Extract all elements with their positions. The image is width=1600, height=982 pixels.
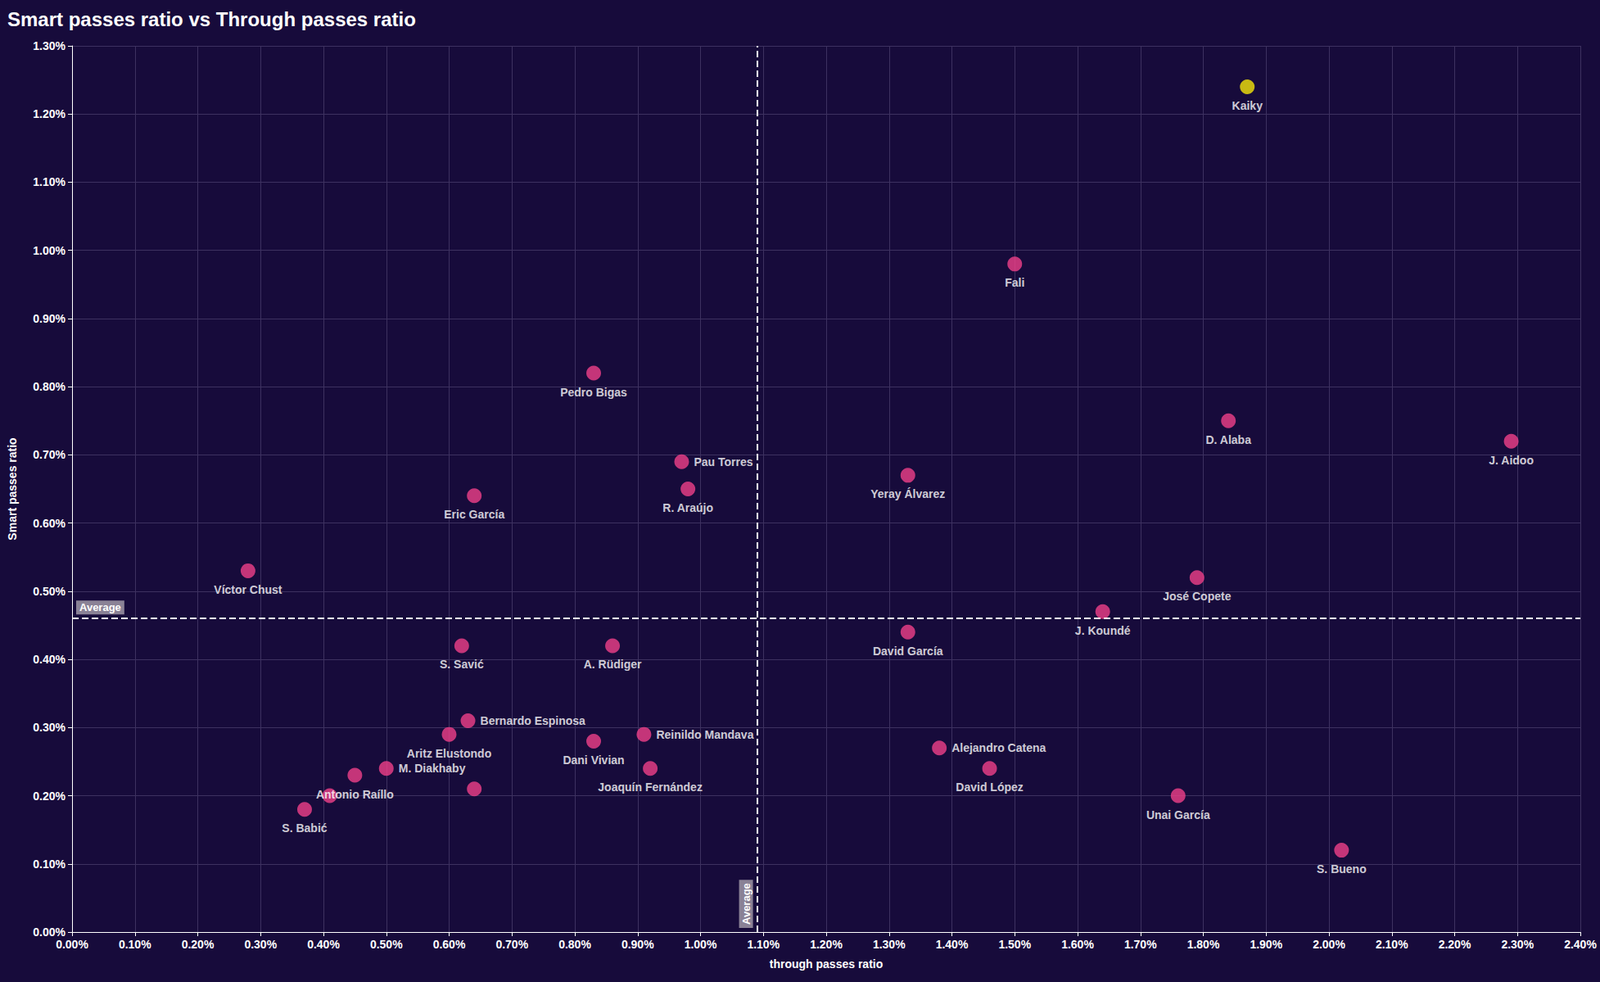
- svg-text:0.90%: 0.90%: [32, 311, 66, 326]
- svg-text:2.10%: 2.10%: [1375, 937, 1409, 951]
- svg-text:Unai García: Unai García: [1146, 808, 1211, 822]
- svg-text:0.10%: 0.10%: [32, 857, 66, 871]
- svg-text:1.10%: 1.10%: [746, 937, 780, 951]
- svg-text:0.60%: 0.60%: [433, 937, 466, 951]
- svg-text:1.40%: 1.40%: [935, 937, 969, 951]
- svg-text:Average: Average: [79, 601, 122, 614]
- svg-text:0.30%: 0.30%: [32, 720, 66, 734]
- svg-text:0.50%: 0.50%: [32, 584, 66, 598]
- svg-text:S. Babić: S. Babić: [281, 821, 327, 835]
- svg-text:1.70%: 1.70%: [1124, 937, 1158, 951]
- svg-text:Smart passes ratio vs Through: Smart passes ratio vs Through passes rat…: [7, 8, 416, 31]
- svg-text:Dani Vivian: Dani Vivian: [562, 753, 624, 767]
- svg-text:David López: David López: [955, 780, 1023, 794]
- svg-text:1.20%: 1.20%: [32, 107, 66, 121]
- svg-text:0.20%: 0.20%: [181, 937, 215, 951]
- svg-text:1.10%: 1.10%: [32, 175, 66, 189]
- svg-text:0.70%: 0.70%: [32, 447, 66, 462]
- svg-text:Pedro Bigas: Pedro Bigas: [560, 385, 628, 399]
- svg-text:0.20%: 0.20%: [32, 789, 66, 803]
- svg-text:Fali: Fali: [1004, 275, 1025, 290]
- svg-text:0.80%: 0.80%: [32, 379, 66, 394]
- svg-text:Aritz Elustondo: Aritz Elustondo: [406, 746, 492, 760]
- svg-text:0.80%: 0.80%: [558, 937, 592, 951]
- svg-text:David García: David García: [872, 644, 944, 658]
- svg-text:1.00%: 1.00%: [32, 244, 66, 258]
- svg-text:Joaquín Fernández: Joaquín Fernández: [597, 780, 703, 794]
- svg-text:S. Bueno: S. Bueno: [1316, 862, 1367, 876]
- svg-text:Alejandro Catena: Alejandro Catena: [951, 741, 1046, 755]
- svg-text:1.30%: 1.30%: [32, 39, 66, 53]
- svg-text:R. Araújo: R. Araújo: [662, 501, 714, 515]
- svg-text:0.30%: 0.30%: [244, 937, 277, 951]
- svg-text:Average: Average: [740, 882, 753, 925]
- svg-text:José Copete: José Copete: [1162, 589, 1231, 603]
- svg-text:0.40%: 0.40%: [307, 937, 340, 951]
- svg-text:Smart passes ratio: Smart passes ratio: [5, 437, 19, 540]
- svg-text:1.80%: 1.80%: [1187, 937, 1221, 951]
- svg-text:0.50%: 0.50%: [370, 937, 403, 951]
- svg-text:1.60%: 1.60%: [1061, 937, 1094, 951]
- svg-text:M. Diakhaby: M. Diakhaby: [398, 761, 466, 775]
- svg-text:0.60%: 0.60%: [32, 516, 66, 530]
- svg-text:A. Rüdiger: A. Rüdiger: [583, 657, 642, 671]
- svg-text:J. Koundé: J. Koundé: [1075, 623, 1131, 638]
- svg-text:Eric García: Eric García: [443, 507, 505, 521]
- svg-text:0.10%: 0.10%: [118, 937, 152, 951]
- svg-text:Reinildo Mandava: Reinildo Mandava: [655, 727, 754, 742]
- svg-text:Bernardo Espinosa: Bernardo Espinosa: [480, 714, 587, 728]
- svg-text:1.20%: 1.20%: [809, 937, 843, 951]
- svg-text:D. Alaba: D. Alaba: [1205, 433, 1252, 447]
- svg-text:0.00%: 0.00%: [32, 925, 66, 939]
- svg-text:Pau Torres: Pau Torres: [693, 455, 753, 469]
- svg-text:1.50%: 1.50%: [998, 937, 1031, 951]
- svg-text:0.70%: 0.70%: [495, 937, 529, 951]
- svg-text:1.30%: 1.30%: [872, 937, 906, 951]
- svg-text:J. Aidoo: J. Aidoo: [1488, 453, 1534, 467]
- svg-text:2.00%: 2.00%: [1312, 937, 1346, 951]
- svg-text:Yeray Álvarez: Yeray Álvarez: [870, 487, 945, 501]
- svg-text:0.00%: 0.00%: [55, 937, 89, 951]
- svg-text:0.90%: 0.90%: [621, 937, 655, 951]
- svg-text:through passes ratio: through passes ratio: [769, 957, 883, 971]
- svg-text:Kaiky: Kaiky: [1232, 99, 1264, 113]
- svg-text:S. Savić: S. Savić: [439, 657, 484, 671]
- svg-text:2.40%: 2.40%: [1563, 937, 1597, 951]
- svg-text:Víctor Chust: Víctor Chust: [213, 583, 283, 597]
- svg-text:1.90%: 1.90%: [1249, 937, 1283, 951]
- svg-text:2.20%: 2.20%: [1438, 937, 1472, 951]
- svg-text:2.30%: 2.30%: [1500, 937, 1534, 951]
- svg-text:1.00%: 1.00%: [684, 937, 718, 951]
- svg-text:Antonio Raíllo: Antonio Raíllo: [316, 787, 394, 801]
- svg-text:0.40%: 0.40%: [32, 652, 66, 666]
